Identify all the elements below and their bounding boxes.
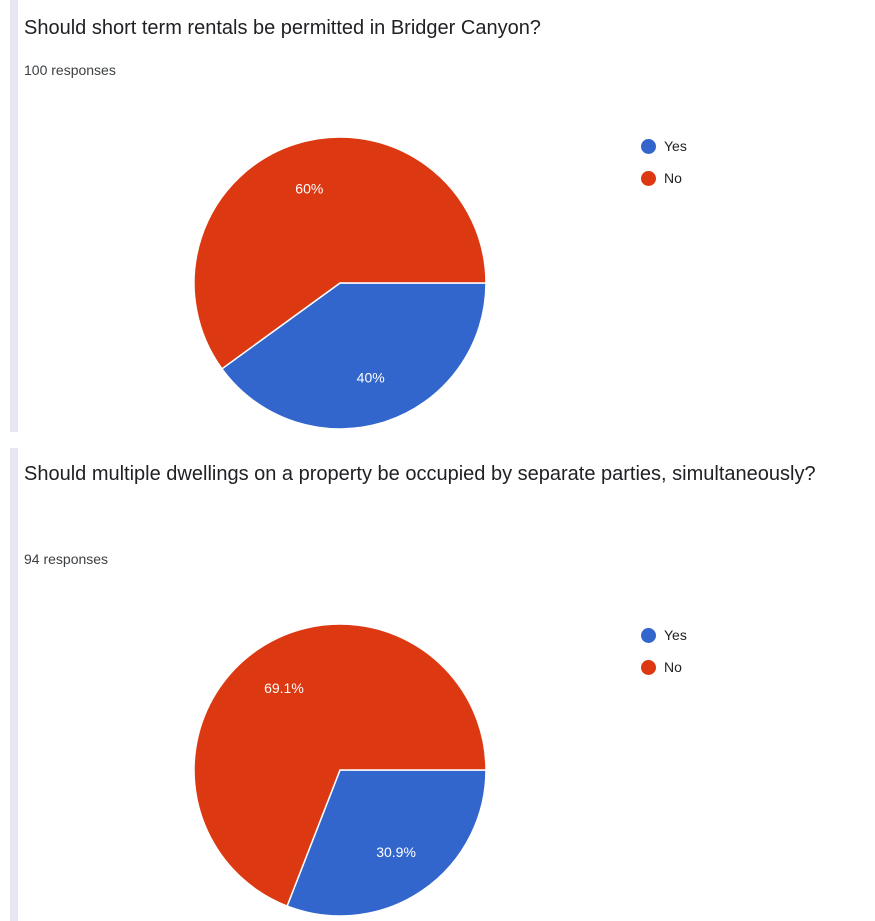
legend-label-no: No xyxy=(664,659,682,675)
chart-legend-2: Yes No xyxy=(641,619,687,683)
card-accent-bar xyxy=(10,0,18,432)
legend-dot-yes xyxy=(641,627,656,643)
chart-legend-1: Yes No xyxy=(641,130,687,194)
pie-slice-no[interactable] xyxy=(193,136,487,370)
pie-label-no: 60% xyxy=(295,181,323,197)
legend-label-no: No xyxy=(664,170,682,186)
pie-label-yes: 40% xyxy=(357,369,385,385)
pie-slice-no[interactable] xyxy=(193,623,487,908)
pie-chart-2: 30.9% 69.1% xyxy=(193,623,487,917)
legend-dot-yes xyxy=(641,138,656,154)
legend-dot-no xyxy=(641,170,656,186)
legend-item-yes[interactable]: Yes xyxy=(641,130,687,162)
response-count: 100 responses xyxy=(24,62,116,78)
legend-item-no[interactable]: No xyxy=(641,162,687,194)
card-accent-bar xyxy=(10,448,18,921)
pie-slice-yes[interactable] xyxy=(286,769,487,917)
question-title: Should short term rentals be permitted i… xyxy=(24,17,541,39)
pie-label-yes: 30.9% xyxy=(376,844,416,860)
legend-dot-no xyxy=(641,659,656,675)
question-title-text: Should multiple dwellings on a property … xyxy=(24,463,816,485)
question-title: Should multiple dwellings on a property … xyxy=(24,458,869,490)
legend-item-no[interactable]: No xyxy=(641,651,687,683)
legend-label-yes: Yes xyxy=(664,627,687,643)
legend-label-yes: Yes xyxy=(664,138,687,154)
response-count: 94 responses xyxy=(24,551,109,567)
pie-chart-1: 40% 60% xyxy=(193,136,487,430)
legend-item-yes[interactable]: Yes xyxy=(641,619,687,651)
pie-slice-yes[interactable] xyxy=(220,282,487,430)
pie-label-no: 69.1% xyxy=(264,680,304,696)
